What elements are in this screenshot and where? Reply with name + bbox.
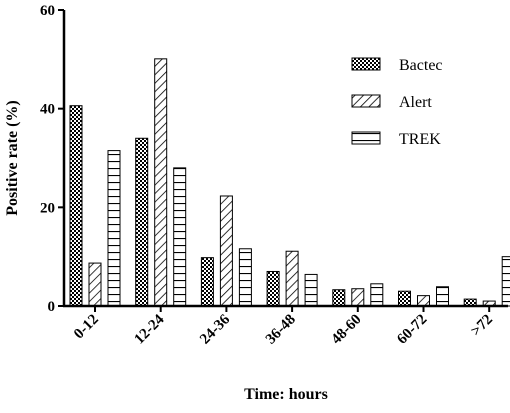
bar-trek-4 [370,283,384,307]
legend-swatch-alert [351,94,381,108]
bar-alert-0 [88,262,102,307]
bar-trek-5 [436,286,449,307]
legend-label-bactec: Bactec [399,57,443,74]
bar-trek-3 [304,273,318,307]
x-tick-label: 0-12 [71,312,102,343]
bar-trek-2 [238,248,252,307]
bars-layer [69,58,510,307]
x-tick-label: 36-48 [263,312,299,348]
y-tick-label: 0 [48,299,56,315]
y-tick-label: 40 [40,102,55,118]
x-tick-label: 48-60 [329,312,365,348]
bar-bactec-2 [200,257,214,307]
bar-bactec-5 [398,290,411,307]
x-tick-label: 24-36 [197,311,233,347]
bar-bactec-4 [332,289,346,307]
x-tick-label: 12-24 [131,311,167,347]
legend-swatch-trek [351,131,381,145]
legend-label-alert: Alert [399,94,432,111]
bar-alert-1 [154,58,168,307]
x-tick-label: >72 [468,312,496,340]
y-tick-label: 60 [40,3,55,19]
legend-swatch-bactec [351,57,381,71]
x-axis-title: Time: hours [244,386,328,403]
bar-bactec-0 [69,105,83,307]
x-tick-label: 60-72 [394,312,430,348]
bar-alert-2 [219,195,233,307]
bar-bactec-1 [135,137,149,307]
bar-bactec-3 [266,270,280,307]
y-axis-title: Positive rate (%) [4,100,21,216]
bar-trek-0 [107,150,121,307]
bar-alert-3 [285,250,299,307]
legend-label-trek: TREK [399,131,441,148]
bar-alert-5 [417,295,430,307]
bar-alert-4 [351,288,365,307]
bar-trek-1 [173,167,187,307]
y-tick-label: 20 [40,200,55,216]
bar-trek-6 [501,256,510,307]
legend: Bactec Alert TREK [351,57,443,148]
